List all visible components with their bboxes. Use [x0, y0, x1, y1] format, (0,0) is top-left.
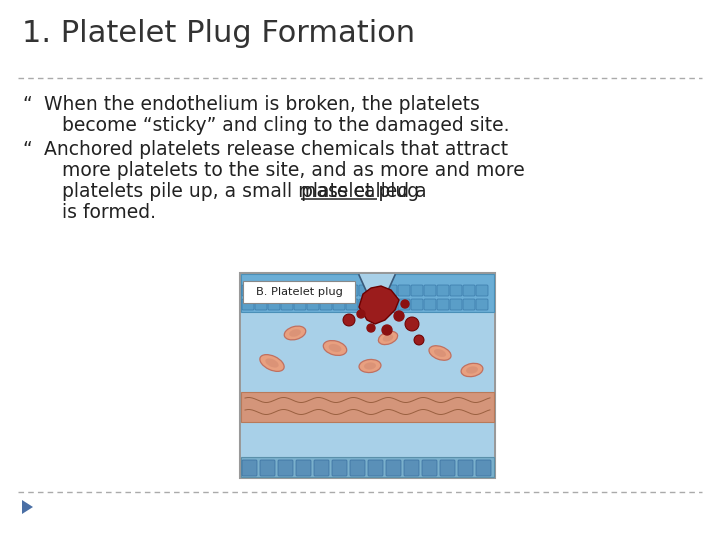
- FancyBboxPatch shape: [476, 460, 491, 476]
- Ellipse shape: [364, 362, 376, 369]
- FancyBboxPatch shape: [411, 285, 423, 296]
- Ellipse shape: [359, 360, 381, 373]
- FancyBboxPatch shape: [458, 460, 473, 476]
- FancyBboxPatch shape: [320, 285, 332, 296]
- FancyBboxPatch shape: [296, 460, 311, 476]
- Circle shape: [394, 311, 404, 321]
- FancyBboxPatch shape: [386, 460, 401, 476]
- FancyBboxPatch shape: [450, 299, 462, 310]
- FancyBboxPatch shape: [476, 299, 488, 310]
- FancyBboxPatch shape: [242, 460, 257, 476]
- FancyBboxPatch shape: [333, 285, 345, 296]
- Text: more platelets to the site, and as more and more: more platelets to the site, and as more …: [62, 161, 525, 180]
- Ellipse shape: [260, 355, 284, 372]
- FancyBboxPatch shape: [385, 285, 397, 296]
- Circle shape: [357, 310, 365, 318]
- Text: B. Platelet plug: B. Platelet plug: [256, 287, 343, 297]
- Ellipse shape: [284, 326, 306, 340]
- Ellipse shape: [289, 329, 301, 337]
- FancyBboxPatch shape: [242, 299, 254, 310]
- FancyBboxPatch shape: [242, 285, 254, 296]
- Circle shape: [382, 325, 392, 335]
- Text: platelets pile up, a small mass called a: platelets pile up, a small mass called a: [62, 182, 433, 201]
- FancyBboxPatch shape: [372, 299, 384, 310]
- FancyBboxPatch shape: [268, 285, 280, 296]
- FancyBboxPatch shape: [320, 299, 332, 310]
- Text: platelet plug: platelet plug: [301, 182, 419, 201]
- FancyBboxPatch shape: [437, 299, 449, 310]
- FancyBboxPatch shape: [424, 299, 436, 310]
- Polygon shape: [359, 274, 395, 308]
- Ellipse shape: [379, 332, 397, 345]
- FancyBboxPatch shape: [281, 285, 293, 296]
- FancyBboxPatch shape: [463, 299, 475, 310]
- Polygon shape: [359, 286, 399, 324]
- FancyBboxPatch shape: [307, 299, 319, 310]
- FancyBboxPatch shape: [372, 285, 384, 296]
- FancyBboxPatch shape: [404, 460, 419, 476]
- Ellipse shape: [383, 334, 393, 342]
- FancyBboxPatch shape: [359, 299, 371, 310]
- FancyBboxPatch shape: [278, 460, 293, 476]
- Ellipse shape: [323, 341, 347, 355]
- Text: “: “: [22, 140, 32, 159]
- Circle shape: [405, 317, 419, 331]
- FancyBboxPatch shape: [346, 285, 358, 296]
- Ellipse shape: [461, 363, 483, 377]
- Bar: [241, 392, 494, 422]
- FancyBboxPatch shape: [385, 299, 397, 310]
- FancyBboxPatch shape: [281, 299, 293, 310]
- Bar: [241, 457, 494, 477]
- Circle shape: [367, 324, 375, 332]
- FancyBboxPatch shape: [332, 460, 347, 476]
- FancyBboxPatch shape: [368, 460, 383, 476]
- Text: Anchored platelets release chemicals that attract: Anchored platelets release chemicals tha…: [44, 140, 508, 159]
- FancyBboxPatch shape: [450, 285, 462, 296]
- Ellipse shape: [434, 349, 446, 357]
- Text: become “sticky” and cling to the damaged site.: become “sticky” and cling to the damaged…: [62, 116, 510, 135]
- FancyBboxPatch shape: [350, 460, 365, 476]
- FancyBboxPatch shape: [333, 299, 345, 310]
- Ellipse shape: [265, 359, 279, 368]
- FancyBboxPatch shape: [476, 285, 488, 296]
- Text: 1. Platelet Plug Formation: 1. Platelet Plug Formation: [22, 19, 415, 48]
- Text: is formed.: is formed.: [62, 203, 156, 222]
- FancyBboxPatch shape: [440, 460, 455, 476]
- FancyBboxPatch shape: [255, 299, 267, 310]
- Polygon shape: [22, 500, 33, 514]
- Ellipse shape: [429, 346, 451, 360]
- FancyBboxPatch shape: [255, 285, 267, 296]
- FancyBboxPatch shape: [314, 460, 329, 476]
- Circle shape: [414, 335, 424, 345]
- Circle shape: [343, 314, 355, 326]
- FancyBboxPatch shape: [359, 285, 371, 296]
- FancyBboxPatch shape: [260, 460, 275, 476]
- FancyBboxPatch shape: [411, 299, 423, 310]
- FancyBboxPatch shape: [398, 299, 410, 310]
- FancyBboxPatch shape: [294, 285, 306, 296]
- FancyBboxPatch shape: [463, 285, 475, 296]
- Bar: [241, 274, 494, 477]
- Bar: [241, 274, 494, 312]
- FancyBboxPatch shape: [437, 285, 449, 296]
- FancyBboxPatch shape: [424, 285, 436, 296]
- Circle shape: [401, 300, 409, 308]
- Ellipse shape: [466, 366, 478, 374]
- Text: When the endothelium is broken, the platelets: When the endothelium is broken, the plat…: [44, 95, 480, 114]
- FancyBboxPatch shape: [307, 285, 319, 296]
- FancyBboxPatch shape: [294, 299, 306, 310]
- Ellipse shape: [328, 344, 341, 352]
- FancyBboxPatch shape: [346, 299, 358, 310]
- Text: “: “: [22, 95, 32, 114]
- FancyBboxPatch shape: [398, 285, 410, 296]
- Bar: [243, 281, 355, 303]
- FancyBboxPatch shape: [268, 299, 280, 310]
- Bar: [240, 273, 495, 478]
- FancyBboxPatch shape: [422, 460, 437, 476]
